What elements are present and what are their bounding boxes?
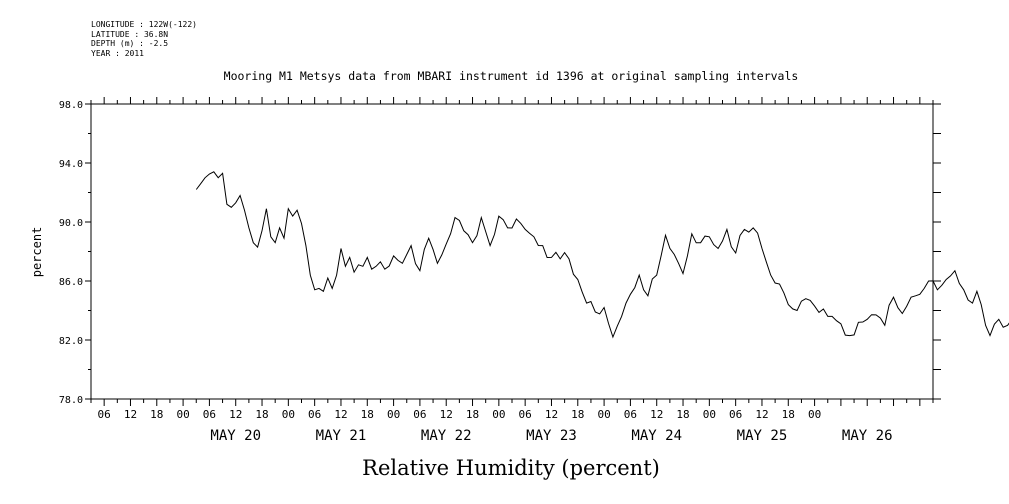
x-hour-label: 06 <box>519 408 532 421</box>
x-hour-label: 12 <box>650 408 663 421</box>
y-tick-label: 90.0 <box>59 218 83 229</box>
x-day-label: MAY 20 <box>210 428 261 444</box>
x-hour-label: 12 <box>440 408 453 421</box>
x-day-label: MAY 21 <box>316 428 367 444</box>
latitude-text: LATITUDE : 36.8N <box>91 29 169 39</box>
x-hour-label: 12 <box>755 408 768 421</box>
x-hour-label: 12 <box>124 408 137 421</box>
x-hour-label: 18 <box>782 408 795 421</box>
x-hour-label: 00 <box>703 408 716 421</box>
depth-text: DEPTH (m) : -2.5 <box>91 39 169 48</box>
mooring-metadata: LONGITUDE : 122W(-122) LATITUDE : 36.8N … <box>91 20 197 58</box>
x-hour-label: 00 <box>597 408 610 421</box>
humidity-series-line-1 <box>195 171 1009 339</box>
y-axis-label: percent <box>30 227 44 278</box>
x-hour-label: 12 <box>229 408 242 421</box>
x-axis: 06 12 18 00 06 12 18 00 06 12 18 00 06 12 18 00 06 12 18 00… <box>90 97 934 444</box>
y-tick-label: 82.0 <box>59 336 83 347</box>
x-hour-label: 06 <box>413 408 426 421</box>
x-hour-label: 06 <box>624 408 637 421</box>
x-hour-label: 18 <box>150 408 163 421</box>
x-day-label: MAY 23 <box>526 428 577 444</box>
chart-title: Mooring M1 Metsys data from MBARI instru… <box>224 69 799 83</box>
x-hour-label: 12 <box>334 408 347 421</box>
x-hour-label: 18 <box>361 408 374 421</box>
x-hour-label: 06 <box>203 408 216 421</box>
x-day-label: MAY 22 <box>421 428 472 444</box>
y-axis: 78.0 82.0 86.0 90.0 94.0 98.0 <box>59 100 941 406</box>
x-hour-label: 18 <box>571 408 584 421</box>
x-day-label: MAY 26 <box>842 428 893 444</box>
x-hour-label: 06 <box>308 408 321 421</box>
x-hour-label: 00 <box>282 408 295 421</box>
x-axis-label: Relative Humidity (percent) <box>362 456 660 480</box>
year-text: YEAR : 2011 <box>91 48 144 58</box>
x-hour-label: 00 <box>808 408 821 421</box>
data-series <box>195 171 1009 339</box>
x-hour-label: 00 <box>387 408 400 421</box>
x-hour-label: 00 <box>176 408 189 421</box>
x-hour-label: 18 <box>676 408 689 421</box>
x-day-label: MAY 25 <box>737 428 788 444</box>
x-hour-label: 00 <box>492 408 505 421</box>
plot-frame <box>90 103 934 400</box>
y-tick-label: 94.0 <box>59 159 83 170</box>
y-tick-label: 86.0 <box>59 277 83 288</box>
x-hour-label: 06 <box>98 408 111 421</box>
y-tick-label: 98.0 <box>59 100 83 111</box>
longitude-text: LONGITUDE : 122W(-122) <box>91 20 197 29</box>
x-hour-label: 12 <box>545 408 558 421</box>
x-day-label: MAY 24 <box>631 428 682 444</box>
x-hour-label: 18 <box>255 408 268 421</box>
y-tick-label: 78.0 <box>59 395 83 406</box>
x-hour-label: 06 <box>729 408 742 421</box>
x-hour-label: 18 <box>466 408 479 421</box>
